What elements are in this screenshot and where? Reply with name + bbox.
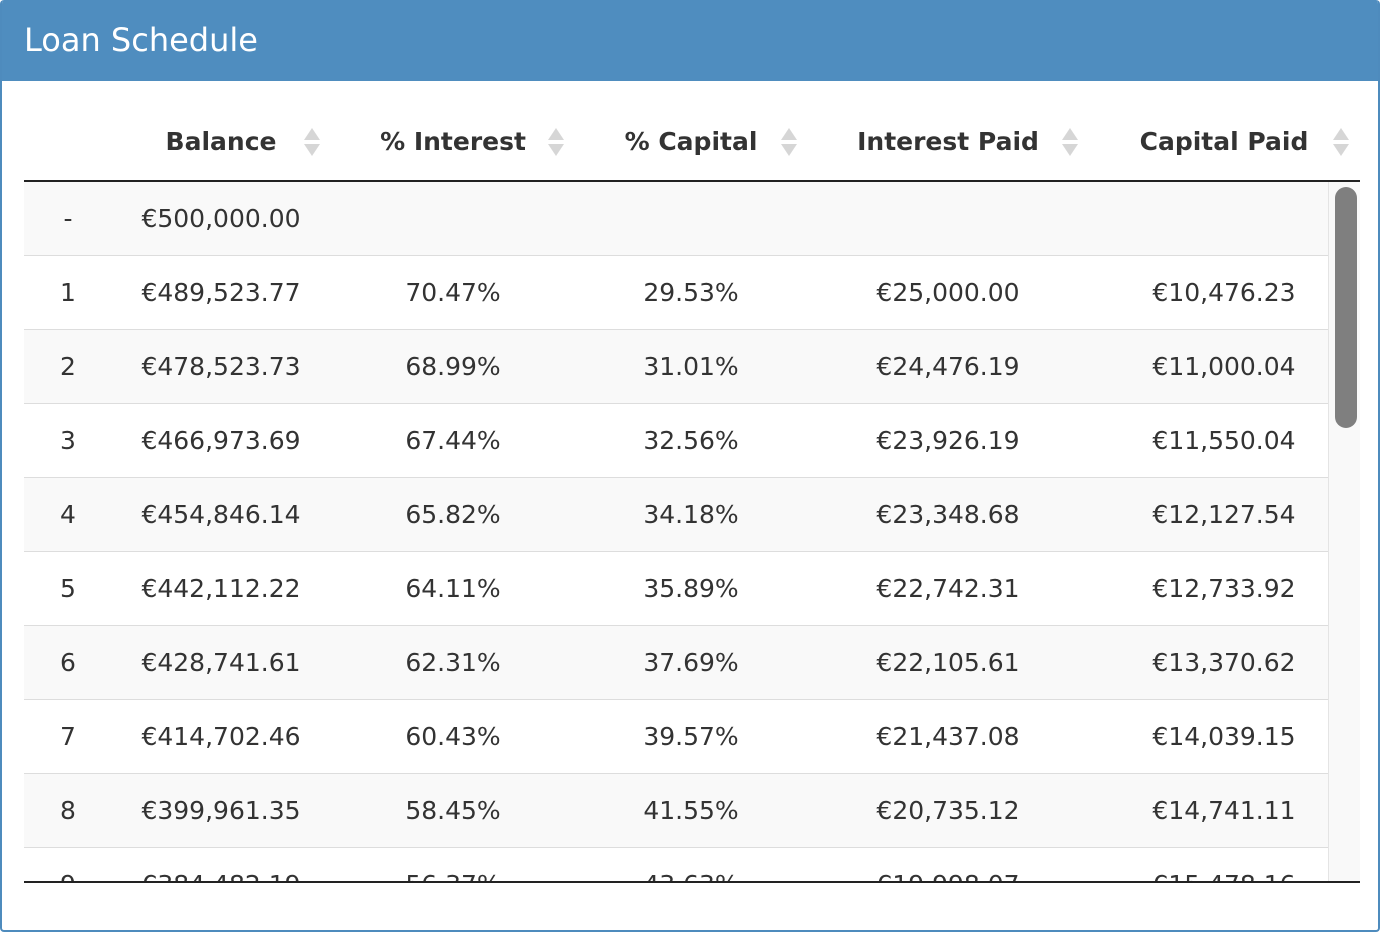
cell-capital-pct: 39.57%: [643, 722, 739, 751]
cell-interest-paid: €23,926.19: [876, 426, 1020, 455]
cell-balance: €442,112.22: [141, 574, 301, 603]
cell-period: 8: [60, 796, 76, 825]
cell-period: -: [63, 204, 73, 233]
cell-interest-paid: €19,998.07: [808, 848, 1088, 882]
cell-period: 9: [24, 848, 112, 882]
table-row: 3 €466,973.69 67.44% 32.56% €23,926.19 €11,55…: [24, 404, 1328, 478]
cell-interest-pct: 64.11%: [405, 574, 501, 603]
cell-capital-pct: 32.56%: [643, 426, 739, 455]
cell-capital-pct: [576, 182, 806, 255]
scrollbar-track[interactable]: [1328, 182, 1360, 882]
cell-interest-pct: 62.31%: [405, 648, 501, 677]
table-body[interactable]: - €500,000.00 1 €489,523.77 70.47% 29.53% €25,…: [24, 182, 1360, 882]
cell-interest-pct: 67.44%: [405, 426, 501, 455]
table-row: 5 €442,112.22 64.11% 35.89% €22,742.31 €12,73…: [24, 552, 1328, 626]
table-row: - €500,000.00: [24, 182, 1328, 256]
header-capital-paid[interactable]: Capital Paid: [1139, 127, 1309, 156]
table-row: 6 €428,741.61 62.31% 37.69% €22,105.61 €13,37…: [24, 626, 1328, 700]
cell-capital-pct: 35.89%: [643, 574, 739, 603]
cell-period: 6: [60, 648, 76, 677]
cell-capital-pct: 34.18%: [643, 500, 739, 529]
cell-interest-paid: €25,000.00: [876, 278, 1020, 307]
cell-interest-pct: 56.37%: [338, 848, 568, 882]
cell-capital-pct: 37.69%: [643, 648, 739, 677]
cell-balance: €384,482.19: [106, 848, 336, 882]
cell-interest-paid: €20,735.12: [876, 796, 1020, 825]
table-row: 2 €478,523.73 68.99% 31.01% €24,476.19 €11,00…: [24, 330, 1328, 404]
cell-capital-paid: €11,000.04: [1152, 352, 1296, 381]
panel-title: Loan Schedule: [2, 0, 1378, 81]
table-row: 4 €454,846.14 65.82% 34.18% €23,348.68 €12,12…: [24, 478, 1328, 552]
table-row: 8 €399,961.35 58.45% 41.55% €20,735.12 €14,74…: [24, 774, 1328, 848]
table-bottom-border: [24, 881, 1360, 883]
sort-icon[interactable]: [547, 126, 565, 158]
cell-balance: €478,523.73: [141, 352, 301, 381]
table-row: 7 €414,702.46 60.43% 39.57% €21,437.08 €14,03…: [24, 700, 1328, 774]
cell-interest-pct: 58.45%: [405, 796, 501, 825]
cell-balance: €466,973.69: [141, 426, 301, 455]
cell-capital-paid: €13,370.62: [1152, 648, 1296, 677]
scrollbar-thumb[interactable]: [1335, 187, 1357, 428]
sort-icon[interactable]: [1332, 126, 1350, 158]
cell-interest-paid: €22,105.61: [876, 648, 1020, 677]
cell-balance: €489,523.77: [141, 278, 301, 307]
cell-interest-paid: [808, 182, 1088, 255]
cell-interest-paid: €24,476.19: [876, 352, 1020, 381]
cell-interest-paid: €23,348.68: [876, 500, 1020, 529]
cell-interest-pct: 68.99%: [405, 352, 501, 381]
cell-interest-pct: [338, 182, 568, 255]
header-interest-paid[interactable]: Interest Paid: [857, 127, 1039, 156]
loan-schedule-table: Balance % Interest % Capital Interest Paid C…: [24, 81, 1360, 883]
cell-capital-paid: €14,741.11: [1152, 796, 1296, 825]
sort-icon[interactable]: [303, 126, 321, 158]
cell-balance: €414,702.46: [141, 722, 301, 751]
cell-period: 2: [60, 352, 76, 381]
cell-capital-pct: 43.63%: [576, 848, 806, 882]
cell-capital-paid: €15,478.16: [1104, 848, 1344, 882]
cell-capital-paid: €10,476.23: [1152, 278, 1296, 307]
cell-capital-pct: 41.55%: [643, 796, 739, 825]
cell-interest-pct: 70.47%: [405, 278, 501, 307]
cell-period: 5: [60, 574, 76, 603]
cell-capital-paid: [1104, 182, 1344, 255]
table-row: 1 €489,523.77 70.47% 29.53% €25,000.00 €10,47…: [24, 256, 1328, 330]
cell-balance: €428,741.61: [141, 648, 301, 677]
header-interest-pct[interactable]: % Interest: [380, 127, 526, 156]
table-row: 9€384,482.1956.37%43.63%€19,998.07€15,47…: [24, 848, 1328, 882]
cell-period: 7: [60, 722, 76, 751]
table-header: Balance % Interest % Capital Interest Paid C…: [24, 81, 1360, 182]
header-balance[interactable]: Balance: [165, 127, 277, 156]
cell-capital-paid: €12,127.54: [1152, 500, 1296, 529]
cell-interest-paid: €21,437.08: [876, 722, 1020, 751]
cell-capital-paid: €12,733.92: [1152, 574, 1296, 603]
cell-period: 4: [60, 500, 76, 529]
sort-icon[interactable]: [1061, 126, 1079, 158]
cell-period: 3: [60, 426, 76, 455]
sort-icon[interactable]: [780, 126, 798, 158]
cell-interest-pct: 60.43%: [405, 722, 501, 751]
cell-interest-pct: 65.82%: [405, 500, 501, 529]
cell-capital-pct: 29.53%: [643, 278, 739, 307]
cell-capital-paid: €14,039.15: [1152, 722, 1296, 751]
cell-period: 1: [60, 278, 76, 307]
cell-balance: €500,000.00: [141, 204, 301, 233]
header-capital-pct[interactable]: % Capital: [624, 127, 758, 156]
cell-balance: €399,961.35: [141, 796, 301, 825]
cell-balance: €454,846.14: [141, 500, 301, 529]
cell-interest-paid: €22,742.31: [876, 574, 1020, 603]
cell-capital-pct: 31.01%: [643, 352, 739, 381]
header-index: [24, 81, 112, 180]
cell-capital-paid: €11,550.04: [1152, 426, 1296, 455]
